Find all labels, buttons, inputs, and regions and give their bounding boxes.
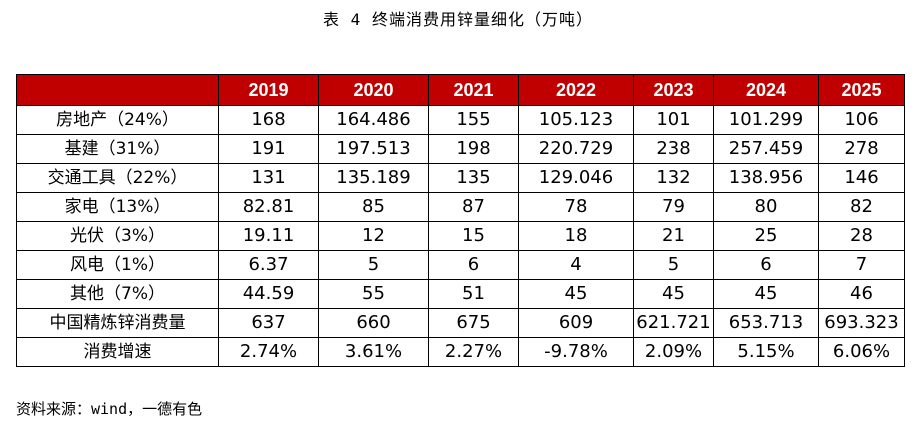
table-cell: 51 <box>428 279 519 309</box>
table-cell: 138.956 <box>713 163 819 193</box>
table-cell: 80 <box>713 192 819 222</box>
table-row: 风电（1%） 6.37 5 6 4 5 6 7 <box>16 250 905 280</box>
table-cell: 135.189 <box>318 163 429 193</box>
table-row: 交通工具（22%） 131 135.189 135 129.046 132 138.956 1… <box>16 163 905 193</box>
table-title: 表 4 终端消费用锌量细化（万吨） <box>323 10 593 29</box>
table-cell: 19.11 <box>218 221 319 251</box>
table-cell: 82 <box>818 192 905 222</box>
table-cell: 21 <box>633 221 714 251</box>
row-label: 家电（13%） <box>16 192 219 222</box>
table-cell: 2.09% <box>633 337 714 367</box>
column-header-2025: 2025 <box>818 74 905 106</box>
table-cell: 46 <box>818 279 905 309</box>
source-note: 资料来源：wind，一德有色 <box>16 400 203 418</box>
table-cell: 278 <box>818 134 905 164</box>
table-cell: 15 <box>428 221 519 251</box>
header-row: 2019 2020 2021 2022 2023 2024 2025 <box>16 74 905 106</box>
table-cell: 2.74% <box>218 337 319 367</box>
table-row: 中国精炼锌消费量 637 660 675 609 621.721 653.713 693.32… <box>16 308 905 338</box>
table-cell: 6 <box>713 250 819 280</box>
table-cell: 164.486 <box>318 105 429 135</box>
table-cell: 6 <box>428 250 519 280</box>
table-cell: 25 <box>713 221 819 251</box>
row-label: 消费增速 <box>16 337 219 367</box>
table-cell: 87 <box>428 192 519 222</box>
table-cell: 132 <box>633 163 714 193</box>
table-cell: 675 <box>428 308 519 338</box>
table-cell: 198 <box>428 134 519 164</box>
table-cell: 238 <box>633 134 714 164</box>
table-cell: 3.61% <box>318 337 429 367</box>
table-cell: 85 <box>318 192 429 222</box>
table-row: 其他（7%） 44.59 55 51 45 45 45 46 <box>16 279 905 309</box>
table-cell: 693.323 <box>818 308 905 338</box>
table-cell: 129.046 <box>518 163 634 193</box>
table-cell: 2.27% <box>428 337 519 367</box>
table-cell: 101 <box>633 105 714 135</box>
table-cell: 135 <box>428 163 519 193</box>
table-cell: 6.37 <box>218 250 319 280</box>
table-cell: 131 <box>218 163 319 193</box>
row-label: 风电（1%） <box>16 250 219 280</box>
table-row: 房地产（24%） 168 164.486 155 105.123 101 101.299 10… <box>16 105 905 135</box>
table-cell: 146 <box>818 163 905 193</box>
row-label: 交通工具（22%） <box>16 163 219 193</box>
header-corner-cell <box>16 74 219 106</box>
row-label: 其他（7%） <box>16 279 219 309</box>
table-cell: 105.123 <box>518 105 634 135</box>
table-cell: 155 <box>428 105 519 135</box>
row-label: 基建（31%） <box>16 134 219 164</box>
table-cell: 101.299 <box>713 105 819 135</box>
table-cell: 44.59 <box>218 279 319 309</box>
column-header-2019: 2019 <box>218 74 319 106</box>
row-label: 房地产（24%） <box>16 105 219 135</box>
table-cell: 653.713 <box>713 308 819 338</box>
table-cell: 7 <box>818 250 905 280</box>
table-cell: 78 <box>518 192 634 222</box>
zinc-consumption-table: 2019 2020 2021 2022 2023 2024 2025 房地产（24%） 168… <box>16 74 905 367</box>
table-cell: 18 <box>518 221 634 251</box>
table-cell: 5 <box>318 250 429 280</box>
column-header-2024: 2024 <box>713 74 819 106</box>
table-cell: 28 <box>818 221 905 251</box>
table-cell: 660 <box>318 308 429 338</box>
table-cell: 4 <box>518 250 634 280</box>
table-cell: 191 <box>218 134 319 164</box>
table-row: 消费增速 2.74% 3.61% 2.27% -9.78% 2.09% 5.15% 6.06% <box>16 337 905 367</box>
table-cell: 197.513 <box>318 134 429 164</box>
table-cell: 82.81 <box>218 192 319 222</box>
table-cell: 55 <box>318 279 429 309</box>
table-cell: 45 <box>518 279 634 309</box>
table-cell: 106 <box>818 105 905 135</box>
table-cell: 12 <box>318 221 429 251</box>
row-label: 中国精炼锌消费量 <box>16 308 219 338</box>
table-body: 房地产（24%） 168 164.486 155 105.123 101 101.299 10… <box>16 105 905 367</box>
row-label: 光伏（3%） <box>16 221 219 251</box>
table-cell: 220.729 <box>518 134 634 164</box>
table-cell: 79 <box>633 192 714 222</box>
column-header-2023: 2023 <box>633 74 714 106</box>
table-cell: 45 <box>713 279 819 309</box>
table-cell: 621.721 <box>633 308 714 338</box>
table-row: 基建（31%） 191 197.513 198 220.729 238 257.459 278 <box>16 134 905 164</box>
table-cell: -9.78% <box>518 337 634 367</box>
column-header-2022: 2022 <box>518 74 634 106</box>
table-cell: 5.15% <box>713 337 819 367</box>
table-cell: 609 <box>518 308 634 338</box>
table-cell: 6.06% <box>818 337 905 367</box>
table-cell: 5 <box>633 250 714 280</box>
table-cell: 637 <box>218 308 319 338</box>
table-row: 光伏（3%） 19.11 12 15 18 21 25 28 <box>16 221 905 251</box>
column-header-2020: 2020 <box>318 74 429 106</box>
table-cell: 168 <box>218 105 319 135</box>
table-cell: 45 <box>633 279 714 309</box>
table-cell: 257.459 <box>713 134 819 164</box>
table-row: 家电（13%） 82.81 85 87 78 79 80 82 <box>16 192 905 222</box>
column-header-2021: 2021 <box>428 74 519 106</box>
